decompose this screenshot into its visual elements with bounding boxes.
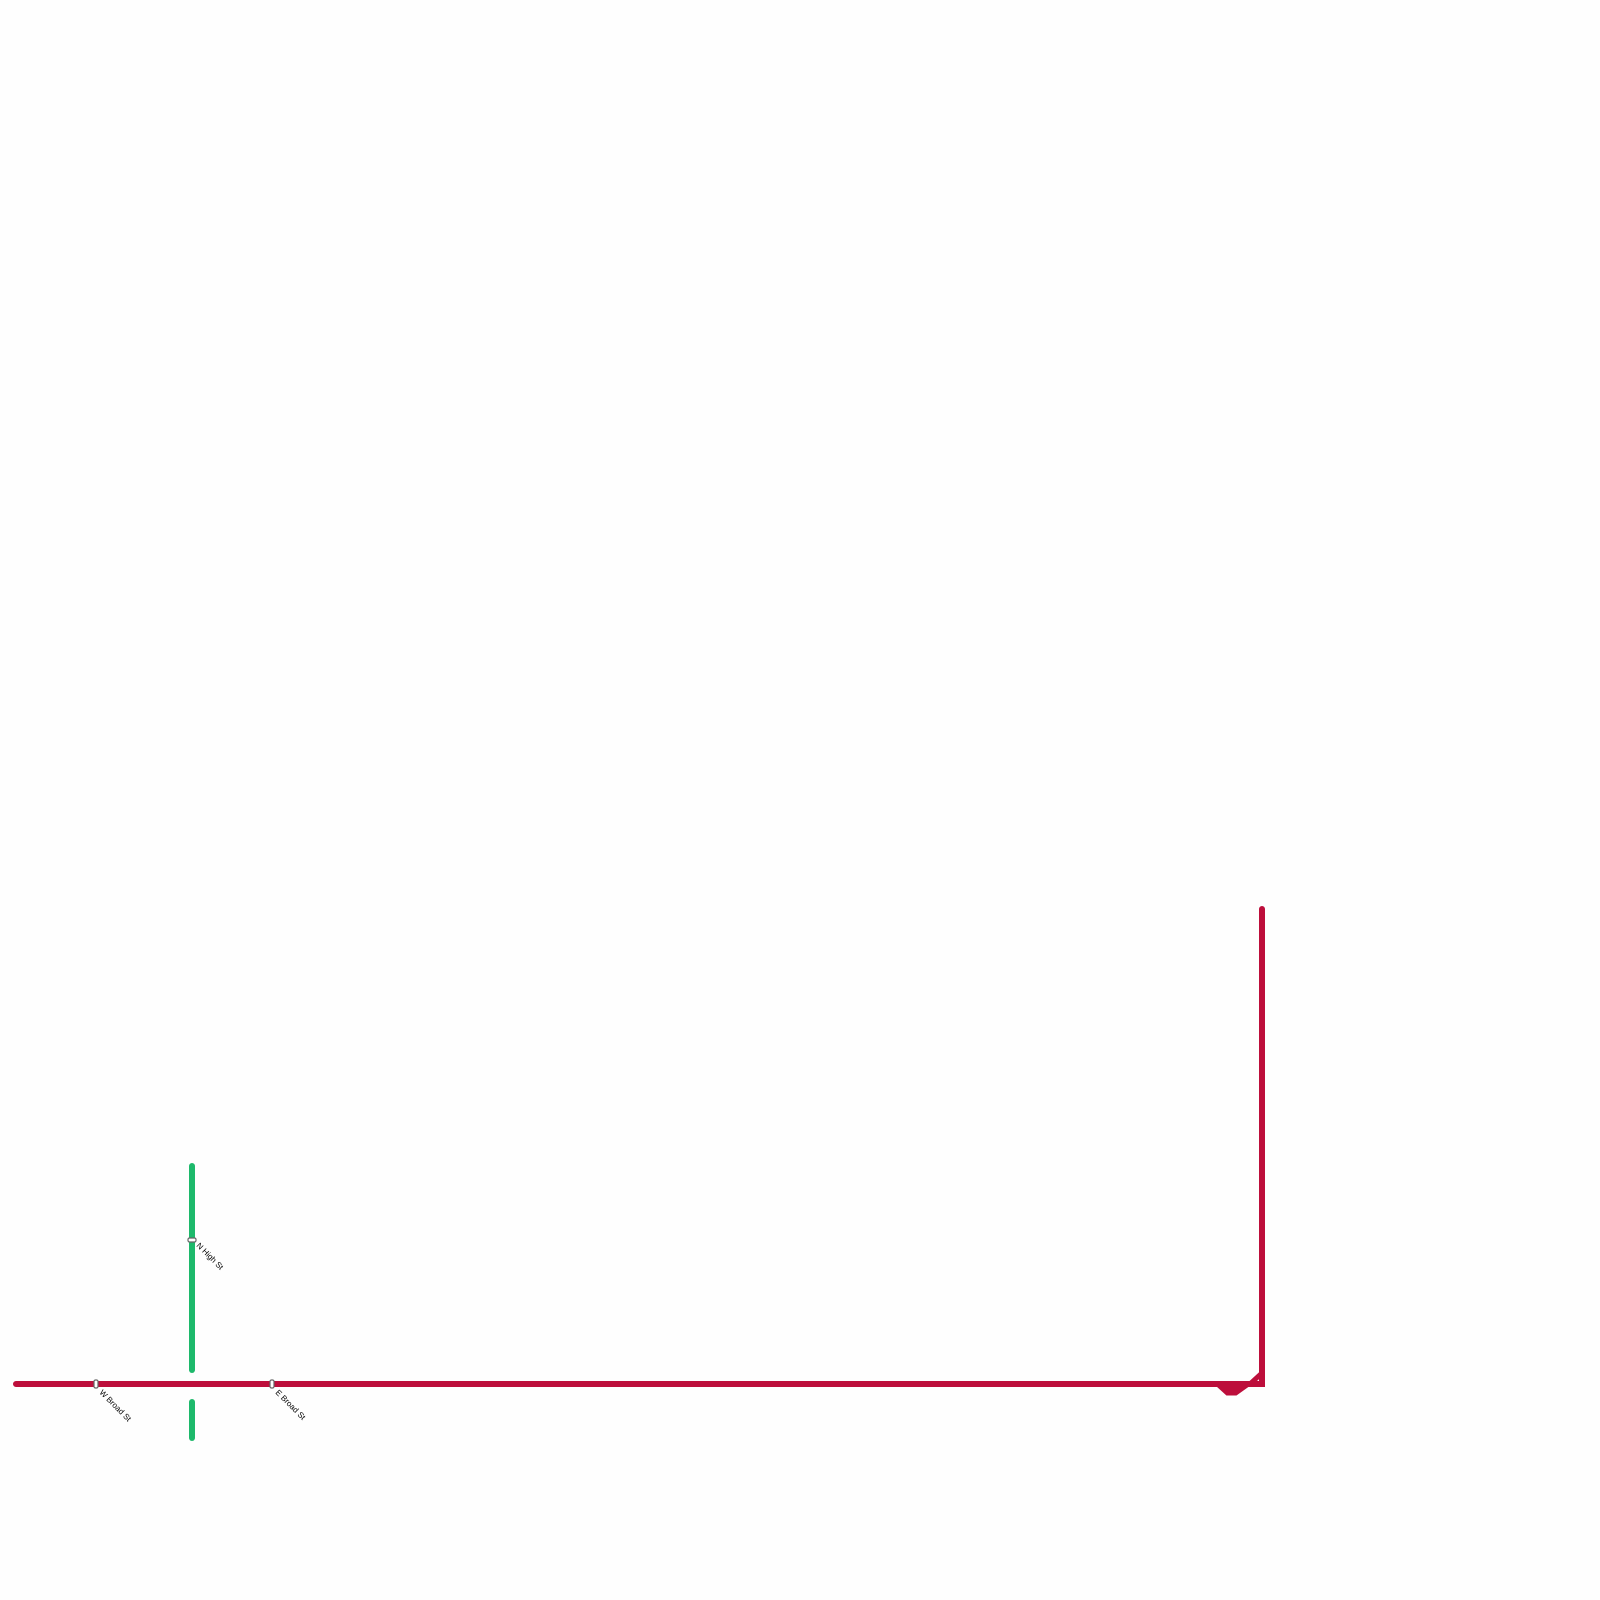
station-marker[interactable] <box>269 1379 275 1389</box>
station-label: E Broad St <box>274 1388 308 1422</box>
station-marker[interactable] <box>93 1379 99 1389</box>
red-line-corner <box>1247 1370 1265 1387</box>
station-label: N High St <box>195 1241 226 1272</box>
station-label: W Broad St <box>98 1388 134 1424</box>
station-marker[interactable] <box>187 1237 197 1243</box>
red-line-path[interactable] <box>13 906 1265 1387</box>
red-line-notch <box>1212 1382 1255 1396</box>
red-line[interactable] <box>13 906 1265 1396</box>
